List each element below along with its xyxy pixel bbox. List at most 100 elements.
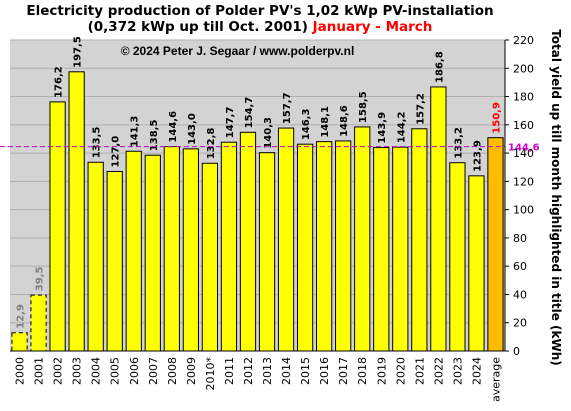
- bar-2004: [87, 161, 104, 352]
- chart-title: Electricity production of Polder PV's 1,…: [0, 3, 520, 35]
- bar-2001: [30, 294, 47, 352]
- x-axis: 2000 2001 2002 2003 2004 2005 2006 2007 2008 2009…: [10, 350, 505, 402]
- x-tick-label: 2024: [470, 357, 483, 385]
- y-tick-label: 220: [513, 34, 534, 47]
- data-label: 146,3: [301, 109, 312, 141]
- bar-2011: [220, 141, 238, 352]
- data-label: 176,2: [54, 66, 65, 98]
- x-tick-label: 2003: [71, 357, 84, 385]
- data-label: 144,2: [396, 111, 407, 143]
- bars: 12,9 39,5 176,2 197,5 133,5 127,0 141,3 138,5 14…: [11, 36, 504, 352]
- data-label: 186,8: [434, 51, 445, 83]
- bar-2024: [468, 175, 485, 352]
- data-label: 154,7: [244, 97, 255, 129]
- bar-2002: [49, 101, 66, 352]
- x-tick-label: 2022: [432, 357, 445, 385]
- bar-2023: [449, 162, 466, 352]
- data-label: 138,5: [149, 120, 160, 152]
- data-label: 148,6: [339, 105, 350, 137]
- data-label: 39,5: [35, 266, 46, 291]
- bar-2000: [11, 332, 28, 352]
- y-tick-label: 100: [513, 204, 534, 217]
- x-tick-label: 2005: [109, 357, 122, 385]
- data-label: 150,9: [491, 102, 502, 134]
- bar-2013: [258, 152, 276, 352]
- x-tick-label: 2007: [147, 357, 160, 385]
- bar-2005: [106, 170, 123, 352]
- data-label: 147,7: [225, 107, 236, 139]
- x-tick-label: 2000: [14, 357, 27, 385]
- x-tick-label: average: [489, 357, 502, 402]
- x-tick-label: 2018: [356, 357, 369, 385]
- y-tick-label: 120: [513, 175, 534, 188]
- data-label: 157,2: [415, 93, 426, 125]
- bar-2014: [277, 127, 295, 352]
- bar-2022: [430, 86, 447, 352]
- x-tick-label: 2008: [166, 357, 179, 385]
- bar-2019: [373, 147, 390, 352]
- data-label: 141,3: [130, 116, 141, 148]
- bar-2017: [335, 140, 352, 352]
- y-tick-label: 0: [513, 345, 520, 358]
- title-line-2: (0,372 kWp up till Oct. 2001) January - …: [0, 19, 520, 35]
- data-label: 132,8: [206, 128, 217, 160]
- x-tick-label: 2015: [299, 357, 312, 385]
- bar-2008: [163, 146, 180, 352]
- data-label: 133,2: [453, 127, 464, 159]
- title-period: January - March: [312, 19, 433, 35]
- bar-2015: [296, 143, 314, 352]
- data-label: 140,3: [263, 117, 274, 149]
- x-tick-label: 2021: [413, 357, 426, 385]
- data-label: 148,1: [320, 106, 331, 138]
- bar-2020: [392, 146, 409, 352]
- x-tick-label: 2012: [242, 357, 255, 385]
- y-tick-label: 60: [513, 260, 527, 273]
- y-axis-label: Total yield up till month highlighted in…: [549, 29, 563, 366]
- x-tick-label: 2023: [451, 357, 464, 385]
- copyright-text: © 2024 Peter J. Segaar / www.polderpv.nl: [121, 44, 355, 58]
- data-label: 157,7: [282, 92, 293, 124]
- x-tick-label: 2011: [223, 357, 236, 385]
- x-tick-label: 2020: [394, 357, 407, 385]
- bar-2018: [354, 126, 371, 352]
- bar-2006: [125, 150, 142, 352]
- x-tick-label: 2006: [128, 357, 141, 385]
- bar-2003: [68, 71, 85, 352]
- y-tick-label: 140: [513, 147, 534, 160]
- y-tick-label: 80: [513, 232, 527, 245]
- x-tick-label: 2010*: [204, 357, 217, 391]
- data-label: 143,9: [377, 112, 388, 144]
- x-tick-label: 2019: [375, 357, 388, 385]
- y-tick-label: 20: [513, 317, 527, 330]
- x-tick-label: 2001: [33, 357, 46, 385]
- x-tick-label: 2014: [280, 357, 293, 385]
- y-tick-label: 200: [513, 62, 534, 75]
- title-installation-note: (0,372 kWp up till Oct. 2001): [87, 19, 308, 35]
- x-tick-label: 2009: [185, 357, 198, 385]
- bar-2007: [144, 154, 161, 352]
- bar-2010-star: [201, 162, 219, 352]
- bar-average: [487, 137, 504, 352]
- bar-2016: [316, 141, 333, 352]
- data-label: 144,6: [168, 111, 179, 143]
- data-label: 133,5: [92, 127, 103, 159]
- data-label: 158,5: [358, 91, 369, 123]
- bar-2009: [182, 148, 199, 352]
- y-tick-label: 160: [513, 119, 534, 132]
- x-tick-label: 2002: [52, 357, 65, 385]
- x-tick-label: 2013: [261, 357, 274, 385]
- title-line-1: Electricity production of Polder PV's 1,…: [26, 3, 494, 19]
- y-tick-label: 40: [513, 288, 527, 301]
- bar-2012: [239, 131, 257, 352]
- x-tick-label: 2017: [337, 357, 350, 385]
- average-line-label: 144,6: [508, 143, 540, 154]
- data-label: 12,9: [16, 304, 27, 329]
- average-line-group: 144,6: [0, 143, 540, 154]
- data-label: 127,0: [111, 136, 122, 168]
- x-tick-label: 2004: [90, 357, 103, 385]
- bar-2021: [411, 128, 428, 352]
- data-label: 197,5: [73, 36, 84, 68]
- data-label: 123,9: [472, 140, 483, 172]
- y-axis: 0 20 40 60 80 100 120 140 160 180 200 220: [504, 34, 534, 358]
